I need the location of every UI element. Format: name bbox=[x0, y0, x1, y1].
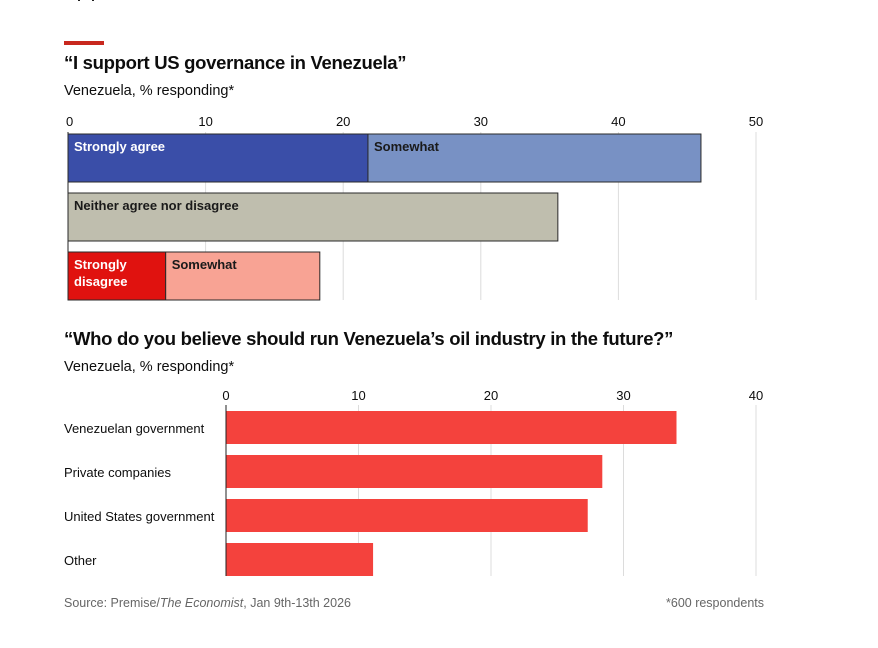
segment-label: disagree bbox=[74, 274, 127, 289]
bar-segment-disagree-0 bbox=[67, 251, 167, 301]
chart1-subtitle: Venezuela, % responding* bbox=[64, 83, 235, 99]
segment-label: Strongly bbox=[74, 257, 127, 272]
segment-label: Somewhat bbox=[374, 139, 440, 154]
segment-label: Strongly agree bbox=[74, 139, 165, 154]
bar-segment-disagree-1 bbox=[165, 251, 321, 301]
x-tick-label: 40 bbox=[749, 388, 763, 403]
x-tick-label: 0 bbox=[222, 388, 229, 403]
source-publication: The Economist bbox=[159, 596, 244, 610]
source-note: Source: Premise/The Economist, Jan 9th-1… bbox=[64, 596, 351, 610]
category-label: United States government bbox=[64, 509, 215, 524]
x-tick-label: 30 bbox=[616, 388, 630, 403]
x-tick-label: 50 bbox=[749, 114, 763, 129]
chart1-title: “I support US governance in Venezuela” bbox=[64, 52, 407, 73]
chart2-title: “Who do you believe should run Venezuela… bbox=[64, 328, 674, 349]
x-tick-label: 30 bbox=[474, 114, 488, 129]
bar bbox=[226, 455, 603, 488]
bar-segment-agree-0 bbox=[67, 133, 369, 183]
source-suffix: , Jan 9th-13th 2026 bbox=[243, 596, 351, 610]
bar bbox=[226, 499, 588, 532]
segment-label: Somewhat bbox=[172, 257, 238, 272]
x-tick-label: 40 bbox=[611, 114, 625, 129]
bar-segment-agree-1 bbox=[367, 133, 702, 183]
category-label: Other bbox=[64, 553, 97, 568]
respondents-note: *600 respondents bbox=[666, 596, 764, 610]
segment-label: Neither agree nor disagree bbox=[74, 198, 239, 213]
chart2-subtitle: Venezuela, % responding* bbox=[64, 359, 235, 375]
source-prefix: Source: Premise/ bbox=[64, 596, 160, 610]
bar-segment-neither-0 bbox=[67, 192, 559, 242]
accent-rule bbox=[64, 41, 104, 45]
x-tick-label: 20 bbox=[336, 114, 350, 129]
category-label: Private companies bbox=[64, 465, 171, 480]
category-label: Venezuelan government bbox=[64, 421, 205, 436]
x-tick-label: 0 bbox=[66, 114, 73, 129]
cropped-text-remnant bbox=[70, 0, 110, 3]
x-tick-label: 10 bbox=[351, 388, 365, 403]
x-tick-label: 20 bbox=[484, 388, 498, 403]
bar bbox=[226, 411, 677, 444]
bar bbox=[226, 543, 374, 576]
x-tick-label: 10 bbox=[198, 114, 212, 129]
